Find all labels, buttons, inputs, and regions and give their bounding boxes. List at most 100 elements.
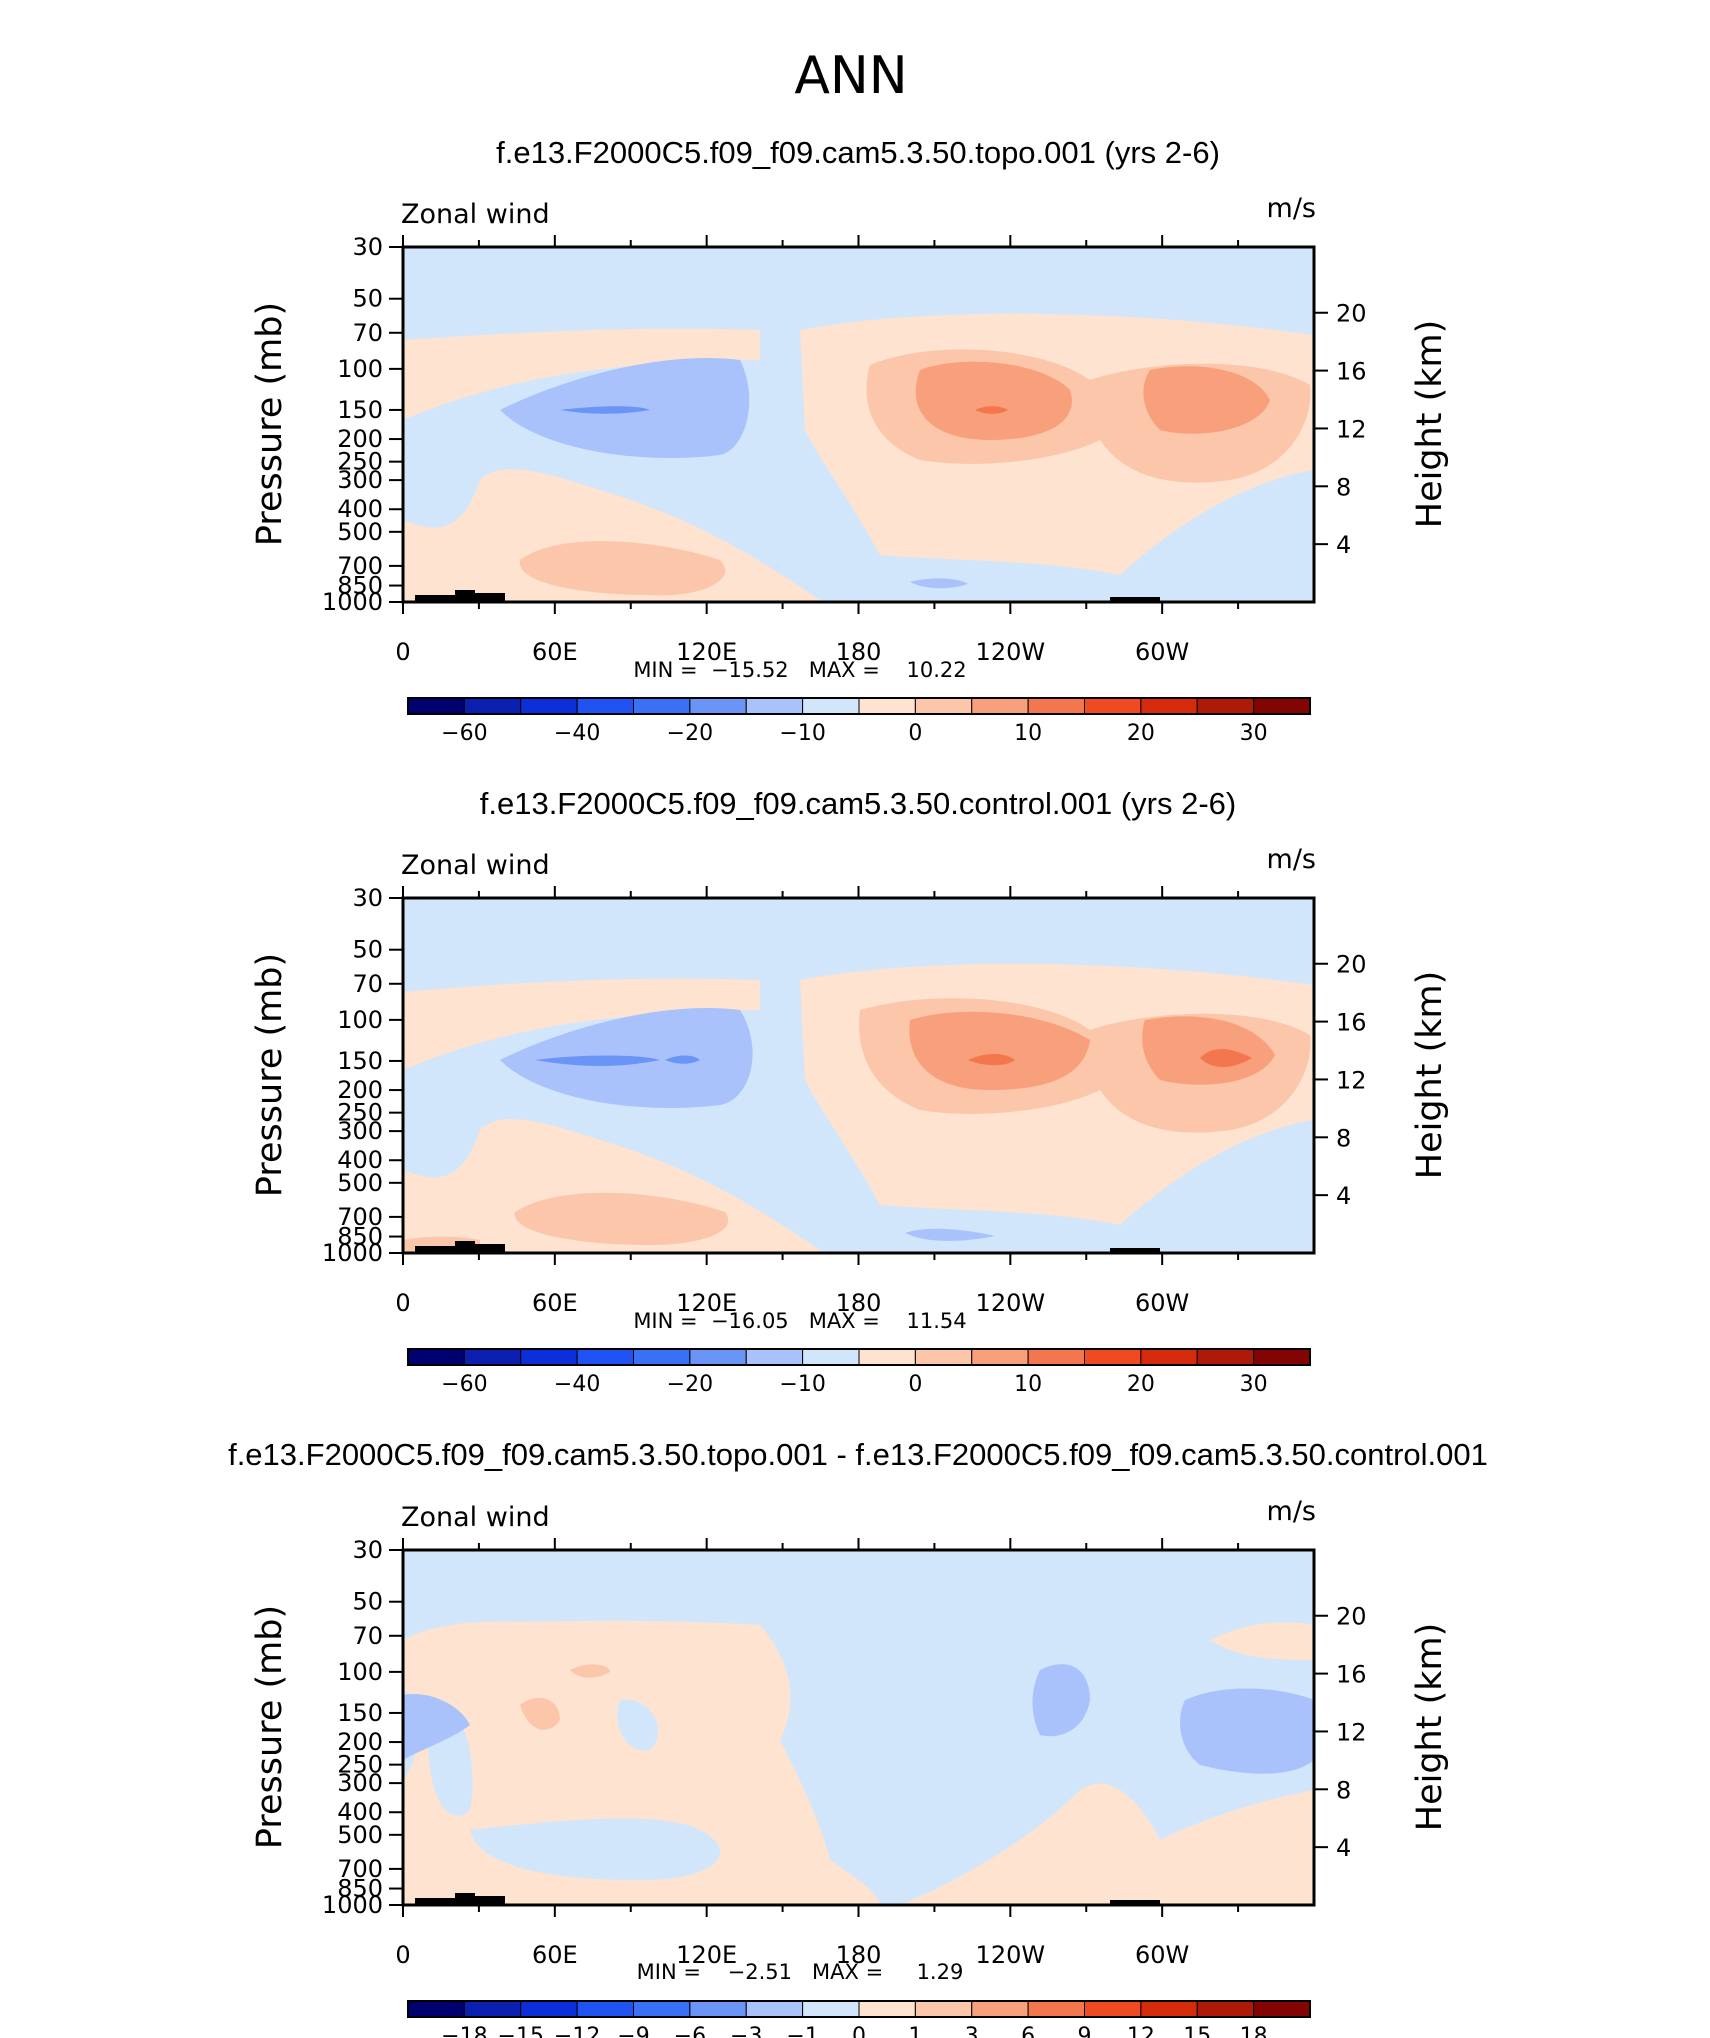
colorbar-swatch: [689, 697, 747, 715]
topography-mask: [1110, 1248, 1160, 1253]
colorbar: −60 −40 −20 −10 0 10 20 30: [407, 697, 1311, 746]
contour-pos-blob-2: [570, 1664, 610, 1678]
pressure-tick-label: 70: [352, 1622, 383, 1650]
height-axis: 20 16 12 8 4: [1314, 1603, 1367, 1862]
pressure-tick-label: 200: [337, 425, 383, 453]
pressure-tick-label: 250: [337, 448, 383, 476]
colorbar-label: −6: [674, 2024, 706, 2038]
colorbar-swatch: [633, 697, 691, 715]
pressure-tick-label: 500: [337, 1821, 383, 1849]
colorbar-label: −20: [667, 721, 713, 746]
colorbar-label: −18: [441, 2024, 487, 2038]
colorbar-label: 10: [1014, 1372, 1042, 1397]
pressure-tick-label: 30: [352, 1536, 383, 1564]
height-tick-label: 4: [1336, 1182, 1351, 1210]
colorbar-label: 30: [1240, 721, 1268, 746]
colorbar-swatch: [1196, 1348, 1255, 1366]
pressure-tick-label: 300: [337, 466, 383, 494]
y-axis-right-label: Height (km): [1410, 1623, 1450, 1832]
longitude-tick-label: 60W: [1135, 638, 1189, 666]
contour-jet-west-core-2: [665, 1055, 700, 1064]
y-axis-label: Pressure (mb): [250, 302, 290, 546]
colorbar-label: 15: [1183, 2024, 1211, 2038]
pressure-tick-label: 850: [337, 572, 383, 600]
contour-jet-east-mid: [909, 1011, 1090, 1090]
min-max-stats: MIN = −15.52 MAX = 10.22: [633, 658, 966, 682]
colorbar-swatch: [1027, 1348, 1085, 1366]
contour-positive-east-top: [1210, 1622, 1314, 1660]
height-tick-label: 16: [1336, 358, 1367, 386]
contour-positive-east: [900, 1783, 1314, 1905]
height-tick-label: 4: [1336, 1834, 1351, 1862]
variable-label: Zonal wind: [401, 199, 550, 230]
contour-jet-east-core: [968, 1054, 1015, 1066]
colorbar-swatch: [802, 1348, 860, 1366]
pressure-tick-label: 1000: [322, 1891, 383, 1919]
contour-neg-blob-west: [403, 1694, 470, 1760]
pressure-tick-label: 1000: [322, 1239, 383, 1267]
colorbar-label: 12: [1127, 2024, 1155, 2038]
colorbar-swatch: [971, 2000, 1029, 2018]
contour-negative-pocket-2: [470, 1818, 720, 1880]
colorbar: −60 −40 −20 −10 0 10 20 30: [407, 1348, 1311, 1397]
pressure-tick-label: 500: [337, 1169, 383, 1197]
pressure-tick-label: 200: [337, 1076, 383, 1104]
colorbar-label: 0: [852, 2024, 866, 2038]
colorbar-label: −3: [730, 2024, 762, 2038]
colorbar-swatch: [1084, 697, 1142, 715]
panel-title: f.e13.F2000C5.f09_f09.cam5.3.50.topo.001…: [228, 1437, 1488, 1472]
longitude-tick-label: 120W: [976, 638, 1046, 666]
colorbar: −18 −15 −12 −9 −6 −3 −1 0 1 3 6 9 12 15 18: [407, 2000, 1311, 2038]
longitude-axis: 0 60E 120E 180 120W 60W: [395, 1538, 1240, 1969]
topography-mask: [415, 1246, 455, 1253]
pressure-tick-label: 70: [352, 319, 383, 347]
topography-mask: [455, 1893, 475, 1905]
height-axis: 20 16 12 8 4: [1314, 300, 1367, 559]
pressure-tick-label: 30: [352, 884, 383, 912]
contour-field: [403, 1550, 1314, 1905]
height-axis: 20 16 12 8 4: [1314, 951, 1367, 1210]
pressure-tick-label: 150: [337, 1699, 383, 1727]
colorbar-swatch: [520, 1348, 578, 1366]
colorbar-frame: [407, 1348, 1311, 1366]
contour-jet-east-core-2: [1200, 1049, 1252, 1067]
height-tick-label: 16: [1336, 1661, 1367, 1689]
contour-negative-pocket-3: [617, 1699, 659, 1751]
pressure-tick-label: 300: [337, 1769, 383, 1797]
colorbar-label: 20: [1127, 1372, 1155, 1397]
colorbar-label: −20: [667, 1372, 713, 1397]
contour-jet-east-core: [975, 406, 1008, 414]
colorbar-swatch: [1027, 2000, 1085, 2018]
colorbar-label: −1: [786, 2024, 818, 2038]
colorbar-swatch: [858, 697, 916, 715]
colorbar-label: −9: [617, 2024, 649, 2038]
pressure-tick-label: 50: [352, 936, 383, 964]
colorbar-swatch: [914, 1348, 973, 1366]
pressure-tick-label: 150: [337, 1047, 383, 1075]
colorbar-swatch: [802, 697, 860, 715]
pressure-tick-label: 100: [337, 1006, 383, 1034]
variable-label: Zonal wind: [401, 850, 550, 881]
contour-band-weak-east: [403, 978, 760, 1070]
pressure-tick-label: 400: [337, 495, 383, 523]
colorbar-swatch: [689, 2000, 747, 2018]
colorbar-swatch: [407, 2000, 465, 2018]
pressure-tick-label: 250: [337, 1751, 383, 1779]
colorbar-label: −60: [441, 1372, 487, 1397]
longitude-tick-label: 120E: [676, 1289, 737, 1317]
colorbar-label: −10: [779, 721, 825, 746]
panel-title: f.e13.F2000C5.f09_f09.cam5.3.50.topo.001…: [496, 135, 1220, 170]
height-tick-label: 8: [1336, 473, 1351, 501]
colorbar-swatch: [1084, 1348, 1142, 1366]
height-tick-label: 12: [1336, 415, 1367, 443]
pressure-tick-label: 850: [337, 1223, 383, 1251]
longitude-tick-label: 60W: [1135, 1941, 1189, 1969]
pressure-tick-label: 70: [352, 970, 383, 998]
units-label: m/s: [1267, 1496, 1316, 1527]
contour-jet-east-mid-2: [1142, 1016, 1275, 1085]
longitude-tick-label: 120W: [976, 1289, 1046, 1317]
colorbar-swatch: [745, 2000, 804, 2018]
colorbar-swatch: [745, 1348, 804, 1366]
